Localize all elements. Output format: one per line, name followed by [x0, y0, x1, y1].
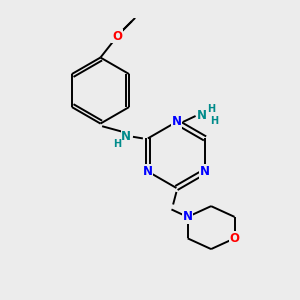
- Text: O: O: [112, 30, 122, 43]
- Text: N: N: [200, 165, 210, 178]
- Text: O: O: [230, 232, 239, 245]
- Text: N: N: [171, 116, 182, 128]
- Text: N: N: [122, 130, 131, 143]
- Text: N: N: [183, 210, 193, 224]
- Text: H: H: [207, 104, 215, 114]
- Text: H: H: [210, 116, 218, 126]
- Text: H: H: [113, 139, 121, 149]
- Text: N: N: [197, 110, 207, 122]
- Text: N: N: [143, 165, 153, 178]
